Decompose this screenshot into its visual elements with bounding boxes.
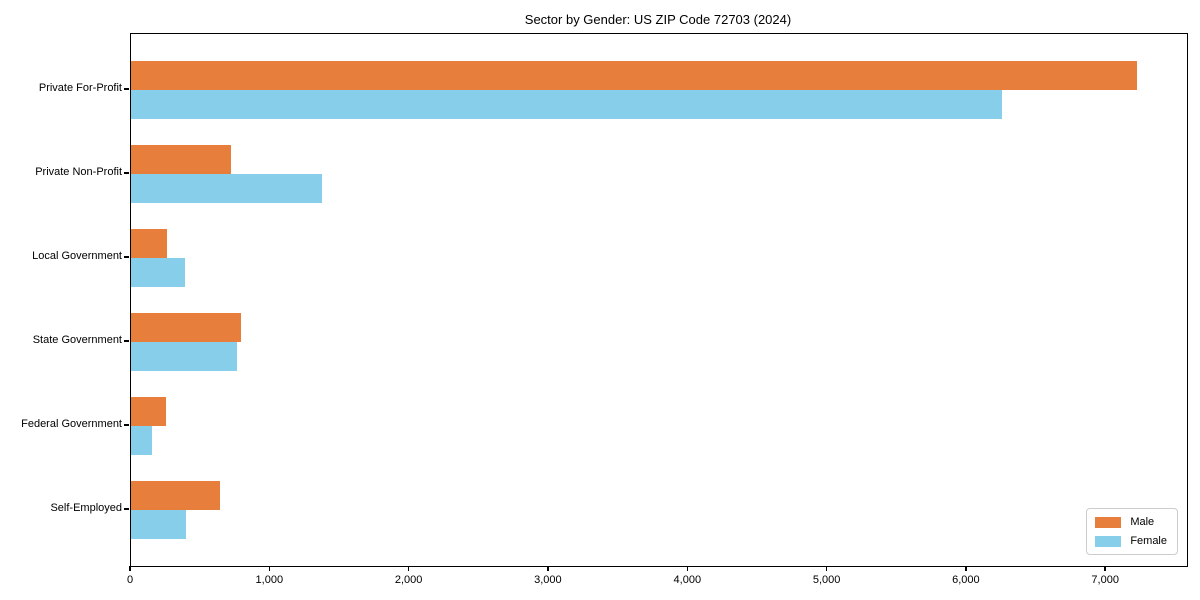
- y-axis-tick: [124, 88, 129, 90]
- plot-area: Male Female: [130, 33, 1188, 567]
- legend-swatch-male: [1095, 516, 1122, 528]
- bar-female-local-government: [131, 257, 185, 287]
- bar-female-state-government: [131, 342, 237, 371]
- x-axis-tick: [825, 566, 828, 571]
- x-axis-tick: [686, 566, 688, 571]
- legend-label-female: Female: [1130, 535, 1167, 547]
- x-axis-tick: [407, 566, 410, 571]
- x-axis-tick: [1104, 566, 1106, 571]
- bar-male-private-non-profit: [131, 144, 232, 174]
- legend: Male Female: [1086, 508, 1178, 555]
- legend-label-male: Male: [1130, 516, 1155, 528]
- y-axis-tick-label: Private Non-Profit: [35, 165, 122, 178]
- bar-male-state-government: [131, 313, 242, 342]
- y-axis-tick: [124, 172, 129, 174]
- x-axis-tick: [129, 566, 131, 571]
- y-axis-tick: [124, 340, 129, 342]
- y-axis-tick-label: Private For-Profit: [38, 81, 122, 94]
- y-axis-tick: [124, 256, 129, 258]
- y-axis-tick-label: State Government: [32, 334, 122, 346]
- x-axis-tick-label: 7,000: [1091, 574, 1119, 586]
- bar-male-self-employed: [131, 481, 221, 511]
- x-axis-tick-label: 0: [126, 574, 134, 586]
- x-axis-tick-label: 5,000: [812, 574, 841, 586]
- bar-female-private-for-profit: [131, 89, 1002, 119]
- bar-male-private-for-profit: [131, 60, 1137, 90]
- x-axis-tick: [965, 566, 967, 571]
- bar-male-federal-government: [131, 397, 166, 427]
- x-axis-tick-label: 2,000: [394, 574, 423, 586]
- bar-female-private-non-profit: [131, 173, 322, 203]
- bar-female-federal-government: [131, 426, 152, 456]
- y-axis-tick-label: Local Government: [32, 249, 122, 262]
- legend-item-female: Female: [1095, 535, 1167, 547]
- x-axis-tick-label: 6,000: [952, 574, 980, 586]
- x-axis-tick: [268, 566, 271, 571]
- legend-swatch-female: [1095, 535, 1122, 547]
- x-axis-tick-label: 3,000: [534, 574, 562, 586]
- y-axis-tick-label: Federal Government: [21, 418, 122, 431]
- bar-male-local-government: [131, 228, 168, 258]
- bar-female-self-employed: [131, 510, 186, 540]
- y-axis-tick-label: Self-Employed: [50, 502, 122, 515]
- y-axis-tick: [124, 508, 129, 510]
- legend-item-male: Male: [1095, 516, 1167, 528]
- x-axis-tick-label: 4,000: [673, 574, 702, 586]
- chart-title: Sector by Gender: US ZIP Code 72703 (202…: [524, 12, 792, 27]
- x-axis-tick-label: 1,000: [255, 574, 284, 586]
- x-axis-tick: [547, 566, 549, 571]
- y-axis-tick: [124, 424, 129, 426]
